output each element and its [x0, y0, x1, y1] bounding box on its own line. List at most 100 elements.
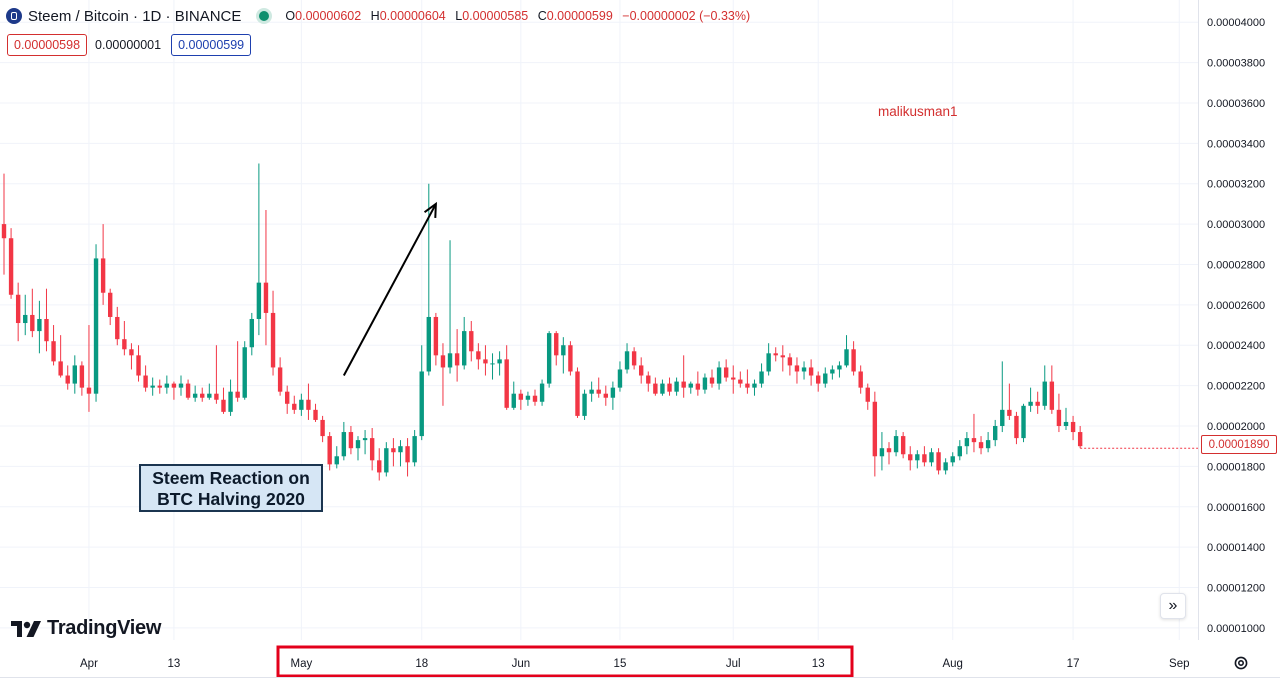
x-tick-label: Jun — [512, 658, 531, 670]
candle — [908, 446, 913, 471]
candle — [681, 355, 686, 398]
candle-body — [582, 393, 587, 416]
candle — [221, 387, 226, 414]
candle-body — [978, 442, 984, 449]
candle — [936, 448, 941, 475]
open-key: O — [285, 9, 296, 23]
candle — [971, 413, 977, 453]
candle-body — [1056, 409, 1062, 426]
symbol-title[interactable]: Steem / Bitcoin · 1D · BINANCE — [28, 7, 242, 25]
candle-body — [596, 389, 601, 394]
candle-body — [773, 353, 778, 356]
candle — [794, 357, 800, 384]
candle-body — [412, 436, 417, 463]
candle-body — [93, 258, 99, 394]
candle — [1000, 361, 1005, 433]
candle-body — [483, 359, 488, 364]
candle — [462, 316, 467, 370]
candle — [1063, 407, 1069, 431]
candle — [306, 383, 311, 420]
candle — [469, 321, 474, 362]
candle — [1077, 425, 1083, 449]
y-tick-label: 0.00003800 — [1207, 58, 1265, 70]
y-tick-label: 0.00002000 — [1207, 421, 1265, 433]
candle-body — [23, 314, 28, 324]
low-key: L — [455, 9, 463, 23]
candle-body — [674, 381, 679, 392]
chart-settings-button[interactable] — [1232, 654, 1250, 672]
candle — [702, 373, 708, 394]
candle-body — [823, 373, 828, 384]
candle-body — [454, 353, 460, 366]
y-tick-label: 0.00001000 — [1207, 623, 1265, 635]
candle — [929, 448, 934, 467]
y-tick-label: 0.00002200 — [1207, 381, 1265, 393]
candle-body — [299, 399, 304, 410]
candle — [865, 383, 870, 410]
candle-body — [72, 365, 77, 384]
candle — [30, 288, 35, 338]
tradingview-logo[interactable]: TradingView — [11, 617, 161, 640]
candle-body — [653, 383, 658, 394]
candle — [653, 377, 658, 396]
candle — [575, 367, 580, 418]
candle — [823, 367, 828, 388]
candle-body — [1007, 409, 1012, 416]
candle — [51, 325, 56, 366]
candle — [766, 343, 771, 376]
candle-body — [171, 383, 177, 388]
candle-body — [957, 446, 962, 457]
scroll-to-realtime-button[interactable]: » — [1160, 593, 1186, 619]
candle-body — [759, 371, 764, 384]
candle — [313, 403, 318, 422]
candle — [377, 448, 382, 481]
candle-body — [277, 367, 283, 392]
candle — [476, 343, 481, 370]
candle-body — [334, 456, 339, 465]
candle — [277, 357, 283, 396]
candle-body — [695, 383, 701, 390]
candle — [256, 163, 262, 336]
candle — [23, 294, 28, 336]
candle — [334, 446, 339, 469]
candle — [419, 345, 424, 441]
candle-body — [157, 385, 162, 388]
candle-body — [716, 367, 722, 384]
candle — [157, 379, 162, 394]
candle-body — [1014, 415, 1019, 439]
candle — [723, 359, 729, 382]
candle-body — [745, 383, 750, 388]
candle — [709, 369, 715, 388]
candle — [483, 345, 488, 376]
double-chevron-right-icon: » — [1168, 597, 1178, 614]
candle-body — [1042, 381, 1047, 406]
candle-body — [929, 452, 934, 463]
steem-symbol-icon — [6, 8, 22, 24]
candle-body — [1, 224, 7, 239]
candle — [561, 337, 566, 374]
candle-body — [667, 383, 672, 392]
buy-price-button[interactable]: 0.00000599 — [171, 34, 252, 56]
sell-price-button[interactable]: 0.00000598 — [7, 34, 88, 56]
candle-body — [469, 331, 474, 352]
candle-body — [723, 367, 729, 378]
candle-body — [384, 448, 389, 473]
candle — [568, 341, 573, 376]
arrow-shaft — [342, 203, 437, 376]
candle — [100, 224, 106, 305]
candle — [412, 430, 417, 467]
candle-body — [348, 432, 354, 449]
candle-body — [688, 383, 693, 388]
candle — [745, 369, 750, 394]
candle — [801, 361, 807, 380]
annotation-text-box[interactable]: Steem Reaction on BTC Halving 2020 — [139, 464, 323, 512]
candle — [688, 381, 693, 394]
candle-body — [256, 282, 262, 319]
candle-body — [731, 377, 736, 380]
candle-body — [108, 292, 113, 317]
x-tick-label: 13 — [812, 658, 825, 670]
candle — [384, 442, 389, 477]
x-tick-label: Sep — [1169, 658, 1189, 670]
candle-body — [419, 371, 424, 437]
